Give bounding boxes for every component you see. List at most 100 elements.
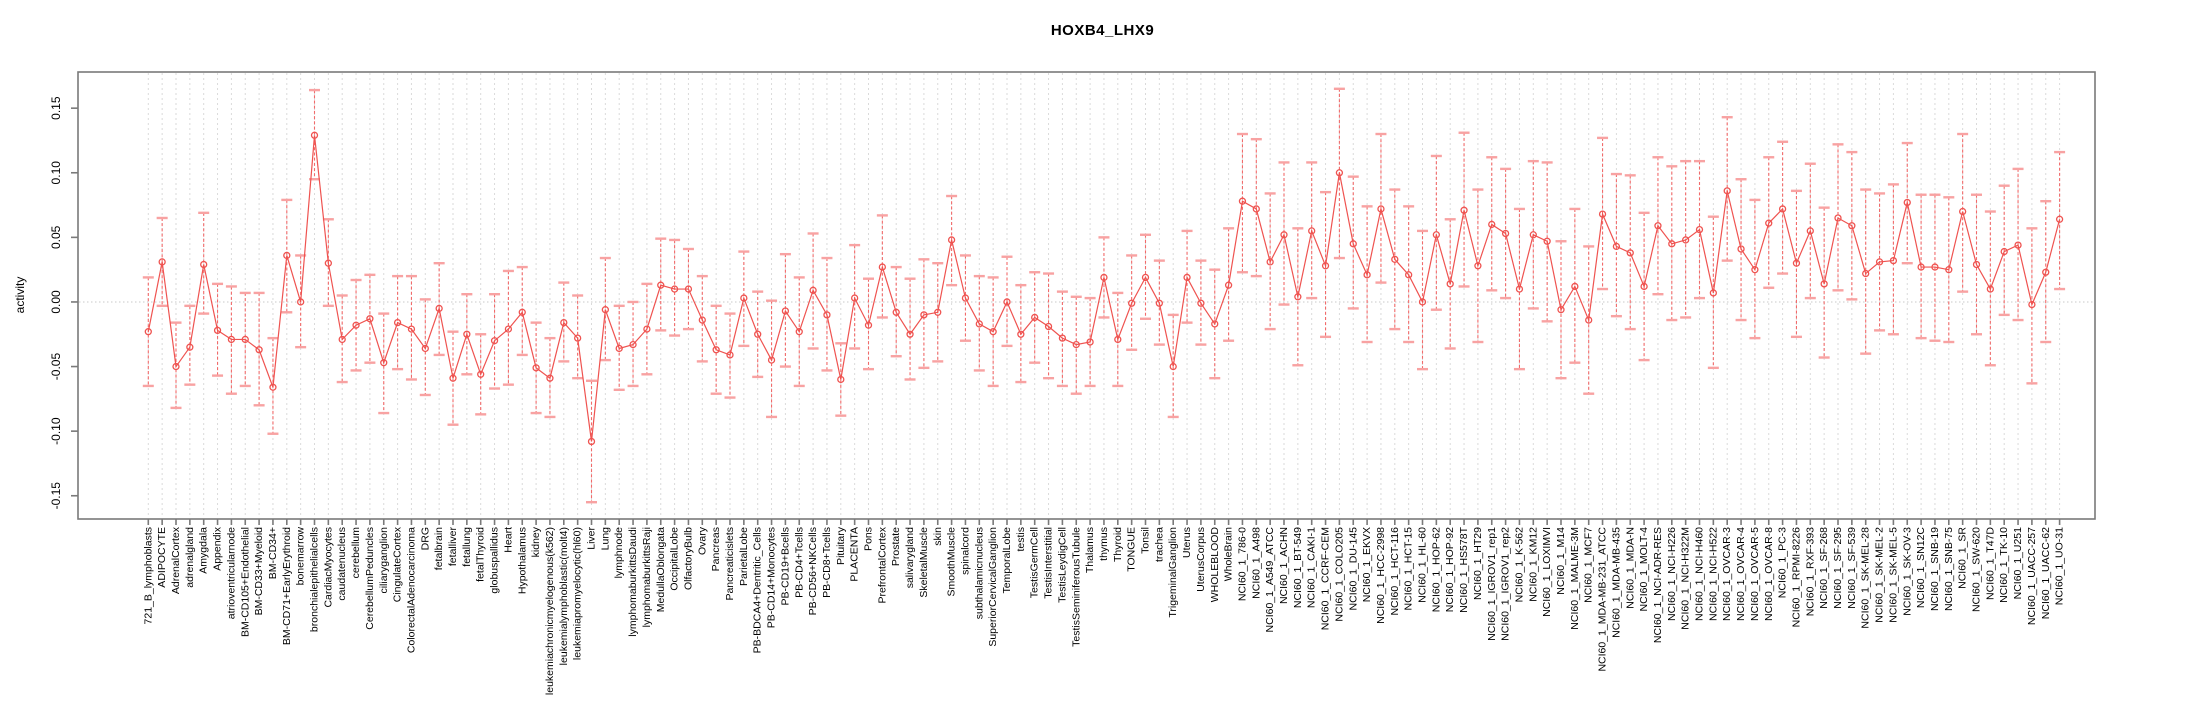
x-tick-label: fetalThyroid (475, 527, 487, 582)
data-point (1418, 298, 1427, 306)
x-tick-label: PB-CD19+Bcells (779, 527, 791, 606)
data-point (1585, 316, 1593, 324)
x-tick-label: trachea (1153, 527, 1165, 562)
x-tick-label: thymus (1098, 527, 1110, 561)
x-tick-label: Pancreas (710, 527, 722, 571)
x-tick-label: NCI60_1_HS578T (1458, 526, 1470, 612)
x-tick-label: ADIPOCYTE (156, 527, 168, 588)
data-point (532, 364, 540, 372)
x-tick-label: TestisLeydigCell (1056, 527, 1068, 603)
x-tick-label: TrigeminalGanglion (1167, 527, 1179, 618)
data-point (1155, 299, 1163, 307)
data-point (490, 337, 499, 345)
data-point (1017, 330, 1025, 338)
x-tick-label: NCI60_1_NCI-H322M (1680, 527, 1692, 630)
x-tick-label: NCI60_1_MDA-MB-435 (1610, 527, 1622, 638)
x-tick-label: NCI60_1_SK-MEL-28 (1860, 527, 1872, 629)
x-tick-label: lymphnode (613, 527, 625, 579)
x-tick-label: atrioventricularnode (225, 527, 237, 619)
series-line (147, 135, 2061, 442)
x-tick-label: Uterus (1181, 527, 1193, 558)
x-tick-label: NCI60_1_NCI-ADR-RES (1652, 527, 1664, 643)
data-point (1501, 229, 1510, 238)
x-tick-label: NCI60_1_U251 (2012, 527, 2024, 600)
data-point (1695, 225, 1704, 234)
data-point (781, 307, 790, 315)
x-tick-label: NCI60_1_MDA-N (1624, 527, 1636, 609)
x-tick-label: NCI60_1_DU-145 (1347, 527, 1359, 611)
x-tick-label: skin (932, 527, 944, 546)
data-points (144, 131, 2064, 446)
data-point (1598, 210, 1607, 218)
data-point (1031, 313, 1039, 322)
x-tick-label: subthalamicnucleus (973, 527, 985, 619)
x-tick-label: NCI60_1_MCF7 (1583, 527, 1595, 603)
x-tick-label: NCI60_1_A498 (1250, 527, 1262, 599)
x-tick-label: lymphomaburkittsRaji (641, 527, 653, 627)
error-bars (142, 87, 2066, 504)
data-point (1488, 220, 1496, 229)
x-tick-label: TestisGermCell (1029, 527, 1041, 598)
chart-title: HOXB4_LHX9 (1050, 22, 1155, 39)
x-tick-label: bronchialepithelialcells (309, 527, 321, 632)
x-tick-label: Thalamus (1084, 527, 1096, 573)
x-tick-label: PrefrontalCortex (876, 526, 888, 603)
data-point (864, 321, 873, 329)
x-tick-label: TemporalLobe (1001, 527, 1013, 594)
x-tick-label: Amygdala (198, 527, 210, 574)
data-point (657, 281, 665, 289)
data-point (1266, 258, 1274, 266)
x-tick-label: NCI60_1_HT29 (1472, 527, 1484, 600)
data-point (1668, 240, 1676, 248)
x-tick-label: Lung (599, 527, 611, 551)
x-tick-label: leukemiachronicmyelogenous(k562) (544, 527, 556, 695)
data-point (809, 286, 817, 294)
data-point (1543, 237, 1551, 245)
data-point (1820, 280, 1828, 288)
data-point (1626, 249, 1634, 257)
y-tick-label: 0.00 (49, 290, 63, 314)
y-axis-ticks (71, 107, 78, 497)
data-point (421, 344, 429, 353)
data-point (1141, 273, 1150, 282)
x-tick-label: NCI60_1_CAKI-1 (1306, 527, 1318, 608)
data-point (407, 325, 416, 333)
x-tick-label: NCI60_1_RPMI-8226 (1790, 527, 1802, 628)
data-point (1349, 240, 1357, 248)
x-tick-label: NCI60_1_KM12 (1527, 527, 1539, 602)
data-point (435, 304, 443, 313)
data-point (1363, 271, 1371, 279)
data-point (1612, 242, 1621, 251)
data-point (712, 346, 720, 354)
data-point (837, 375, 845, 384)
x-tick-label: CardiacMyocytes (322, 527, 334, 608)
data-point (1308, 227, 1316, 235)
data-point (989, 328, 997, 336)
x-tick-label: NCI60_1_ACHN (1278, 527, 1290, 604)
data-point (352, 321, 360, 329)
data-point (1792, 259, 1801, 267)
data-point (878, 263, 886, 271)
data-point (1875, 258, 1884, 266)
data-point (1889, 256, 1898, 265)
x-tick-label: BM-CD71+EarlyErythroid (281, 527, 293, 645)
data-point (1114, 335, 1122, 344)
data-point (1474, 262, 1482, 270)
data-point (2042, 268, 2050, 276)
data-point (310, 131, 319, 139)
data-point (1446, 280, 1454, 288)
x-tick-label: leukemialymphoblastic(molt4) (558, 527, 570, 665)
x-tick-label: fetalliver (447, 527, 459, 567)
x-tick-label: fetalbrain (433, 527, 445, 570)
data-point (1183, 273, 1191, 282)
x-tick-label: TestisInterstitial (1043, 527, 1055, 599)
x-tick-label: OlfactoryBulb (682, 527, 694, 590)
y-tick-label: -0.10 (49, 417, 63, 445)
x-tick-label: NCI60_1_A549_ATCC (1264, 527, 1276, 633)
data-point (296, 298, 305, 306)
data-point (463, 330, 471, 338)
data-point (1806, 227, 1814, 235)
data-point (1778, 205, 1787, 213)
data-point (1529, 231, 1537, 239)
x-tick-label: Thyroid (1112, 527, 1124, 562)
